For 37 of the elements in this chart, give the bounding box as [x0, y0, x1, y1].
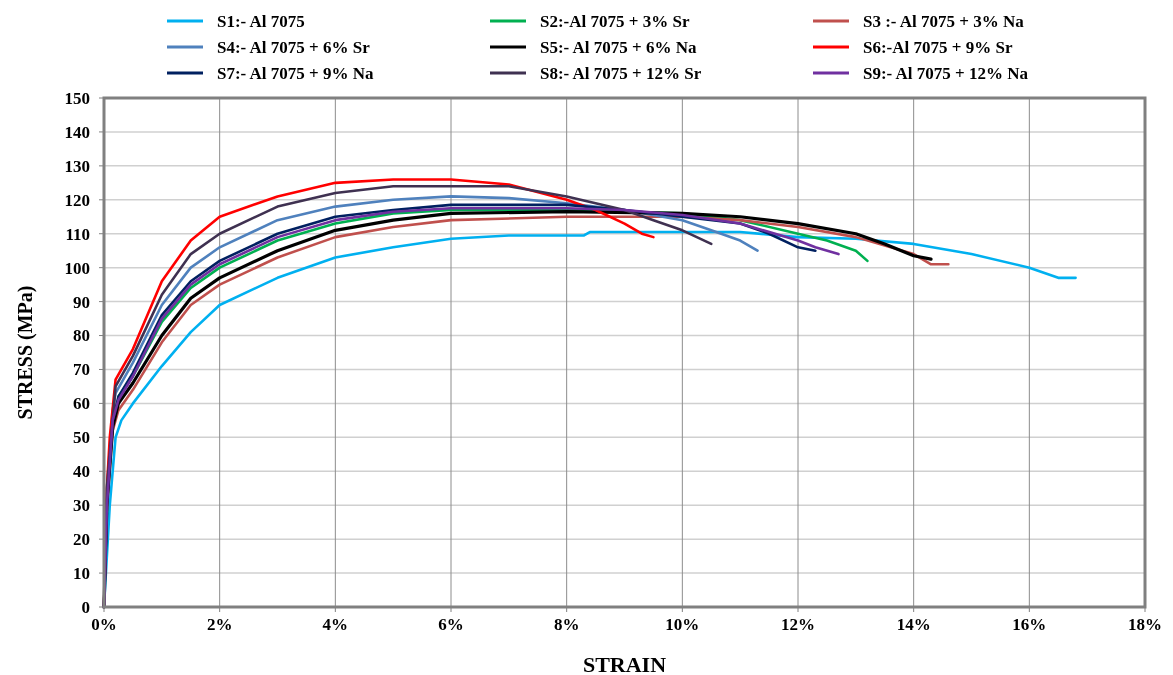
x-tick-label: 4% — [322, 615, 349, 634]
legend-label: S7:- Al 7075 + 9% Na — [217, 63, 375, 83]
x-tick-label: 2% — [206, 615, 233, 634]
legend-label: S1:- Al 7075 — [217, 11, 305, 31]
x-tick-label: 12% — [781, 615, 815, 634]
x-tick-label: 0% — [91, 615, 117, 634]
y-axis-title: STRESS (MPa) — [14, 285, 37, 420]
x-axis-title: STRAIN — [582, 652, 667, 675]
y-tick-label: 40 — [73, 462, 90, 482]
legend-label: S6:-Al 7075 + 9% Sr — [863, 37, 1013, 57]
y-tick-label: 0 — [81, 597, 90, 617]
y-tick-label: 60 — [73, 394, 90, 414]
legend-label: S5:- Al 7075 + 6% Na — [540, 37, 698, 57]
y-tick-label: 100 — [64, 258, 90, 278]
x-tick-label: 6% — [438, 615, 464, 634]
legend-label: S4:- Al 7075 + 6% Sr — [217, 37, 371, 57]
x-tick-label: 8% — [553, 615, 580, 634]
legend-label: S8:- Al 7075 + 12% Sr — [540, 63, 702, 83]
y-tick-label: 150 — [64, 88, 90, 108]
x-tick-label: 10% — [665, 615, 700, 634]
x-tick-label: 18% — [1128, 615, 1162, 634]
legend-label: S3 :- Al 7075 + 3% Na — [863, 11, 1025, 31]
x-tick-label: 16% — [1012, 615, 1047, 634]
y-tick-label: 20 — [73, 530, 90, 550]
y-tick-label: 110 — [65, 224, 90, 244]
y-tick-label: 80 — [73, 326, 90, 346]
y-tick-label: 10 — [73, 564, 90, 584]
legend-label: S2:-Al 7075 + 3% Sr — [540, 11, 690, 31]
y-tick-label: 30 — [73, 496, 90, 516]
y-tick-label: 90 — [73, 292, 90, 312]
y-tick-label: 130 — [64, 156, 90, 176]
y-tick-label: 140 — [64, 122, 90, 142]
y-tick-label: 50 — [73, 428, 90, 448]
y-tick-label: 120 — [64, 190, 90, 210]
y-tick-label: 70 — [73, 360, 90, 380]
x-tick-label: 14% — [896, 615, 931, 634]
legend-label: S9:- Al 7075 + 12% Na — [863, 63, 1029, 83]
